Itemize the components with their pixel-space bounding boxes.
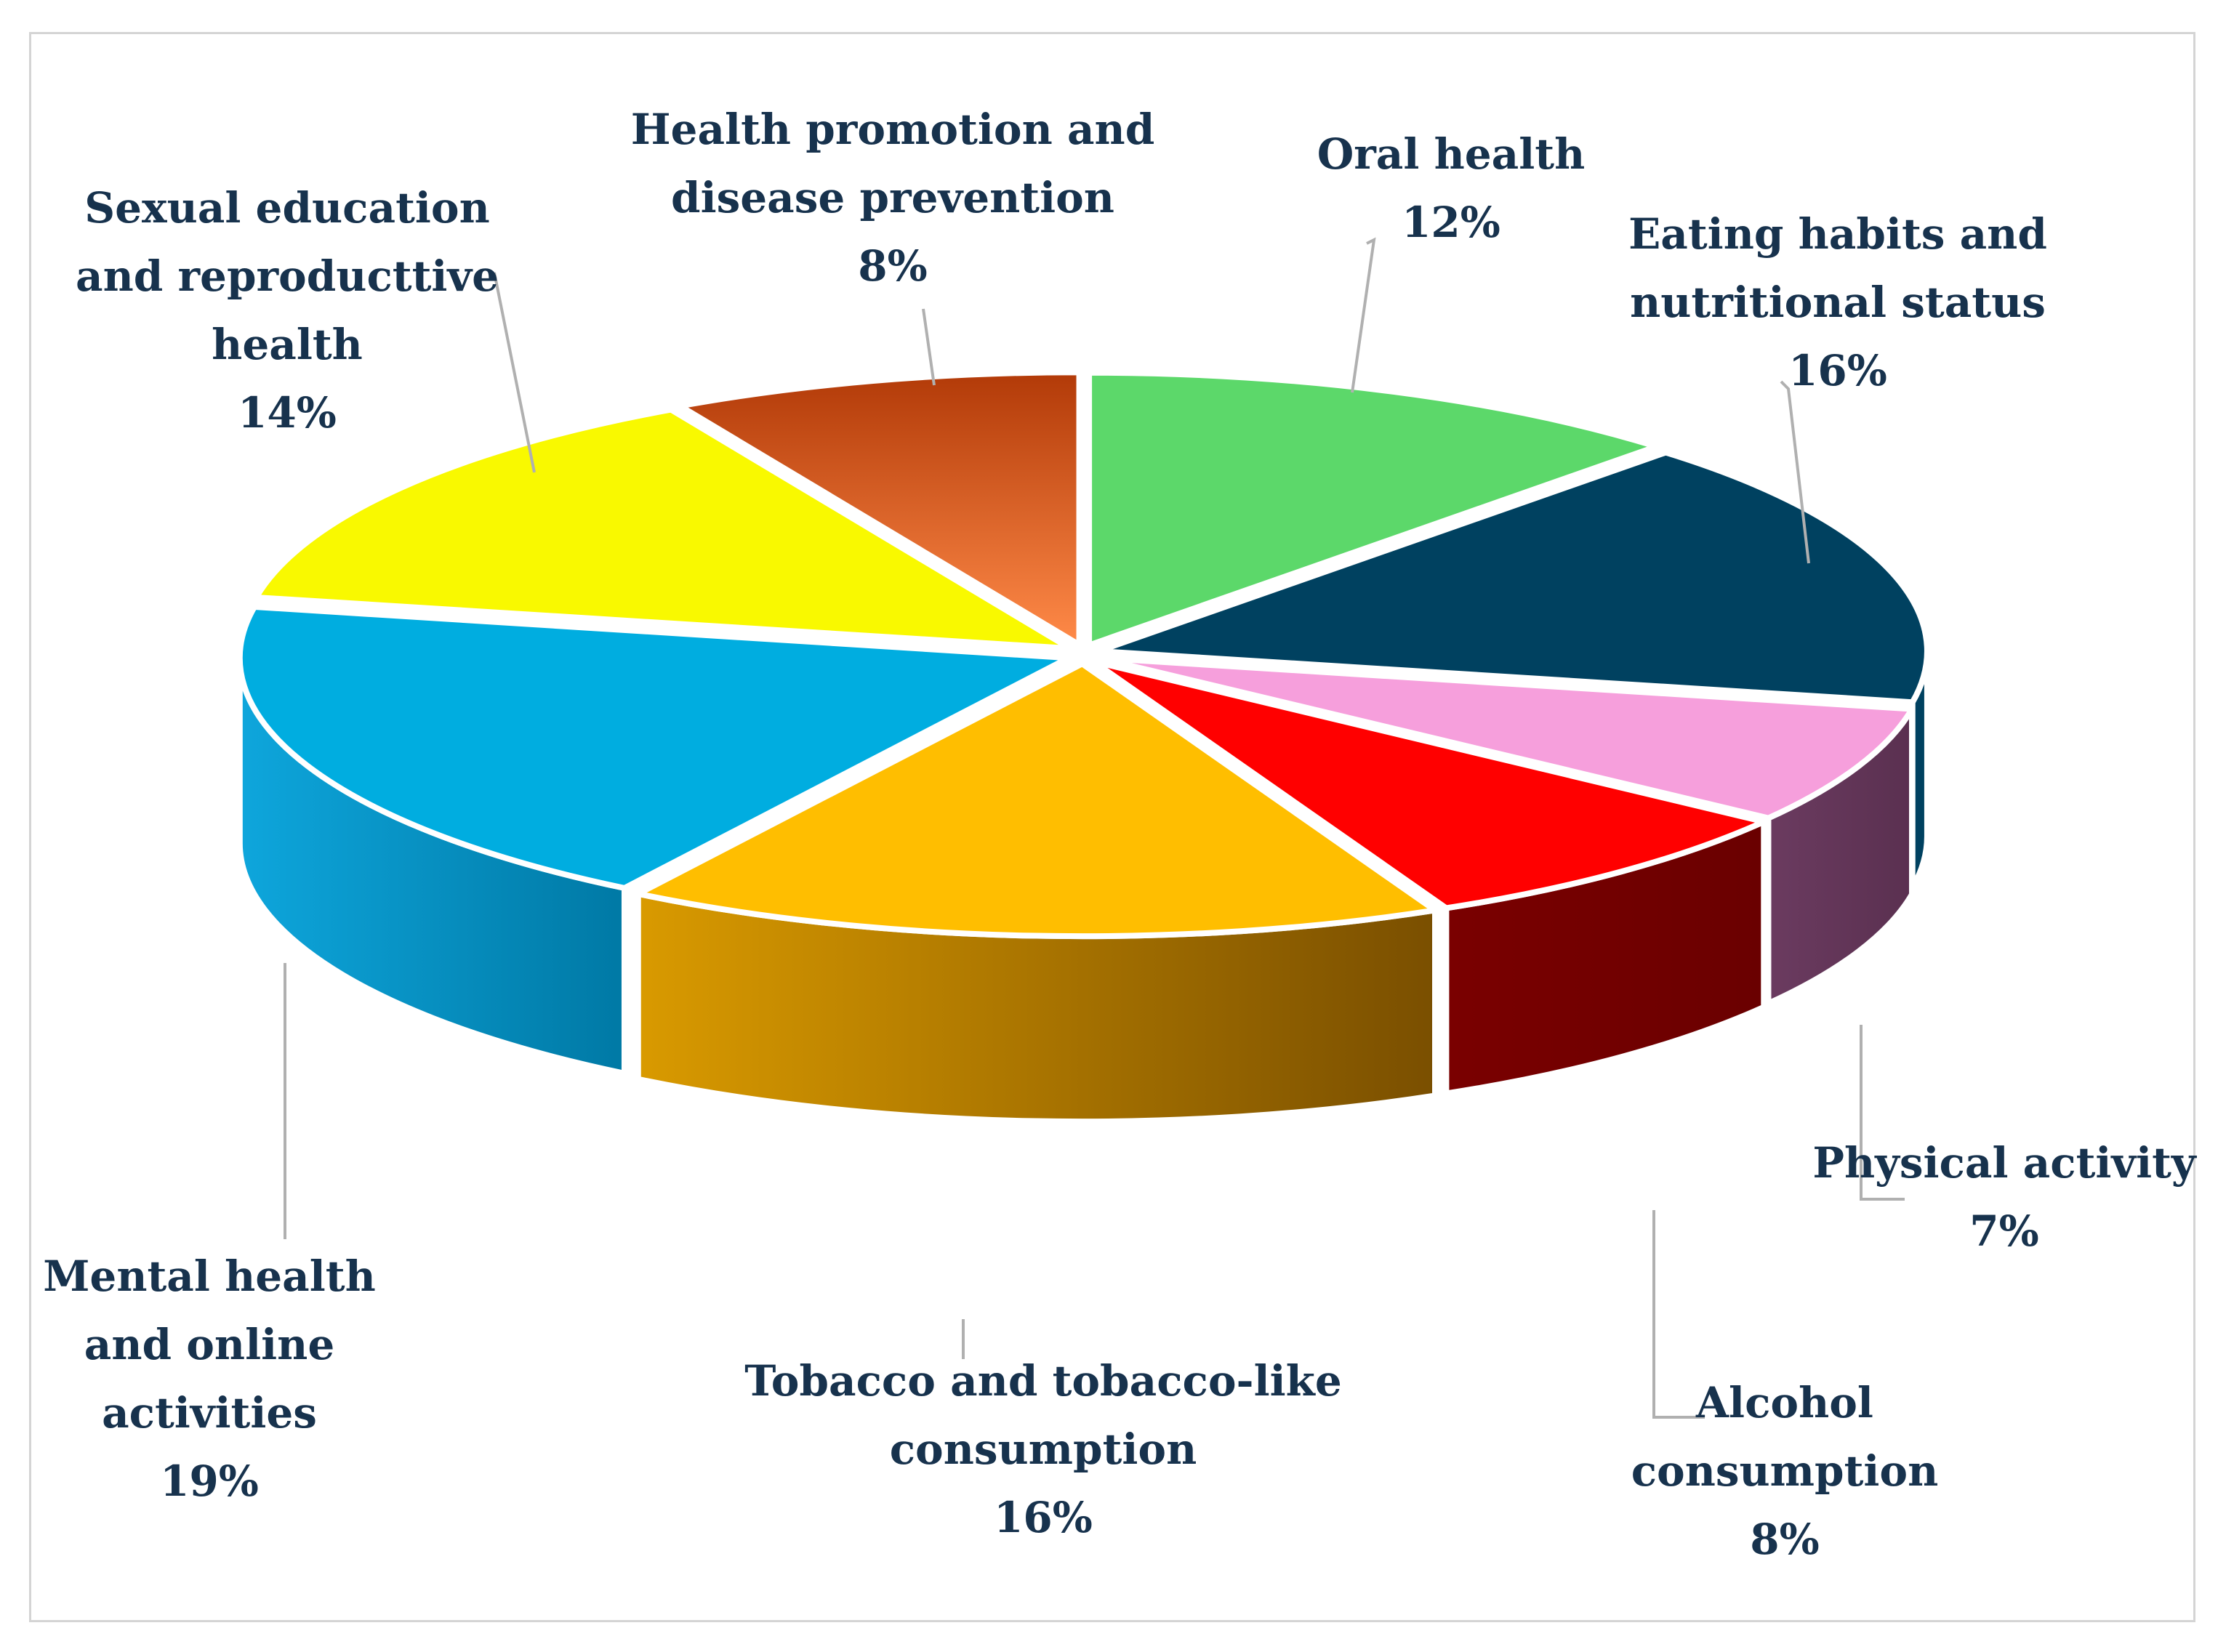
leader-line-health-promotion xyxy=(922,308,936,386)
data-label-text: consumption xyxy=(1631,1446,1939,1496)
data-label-text: activities xyxy=(102,1388,317,1438)
data-label-text: Mental health xyxy=(43,1252,376,1301)
data-label-text: consumption xyxy=(890,1425,1197,1474)
data-label-text: Tobacco and tobacco-like xyxy=(744,1356,1342,1406)
data-label-text: and reproducttive xyxy=(76,251,499,301)
data-label-value: 16% xyxy=(1788,346,1887,395)
data-label-value: 8% xyxy=(1750,1515,1819,1564)
data-label-text: Oral health xyxy=(1317,129,1586,179)
data-label-value: 7% xyxy=(1969,1206,2038,1256)
slice-mental-health-and-online-activities xyxy=(236,603,1072,891)
data-label-oral-health: Oral health 12% xyxy=(1317,129,1586,247)
leader-line-sexual-education xyxy=(493,272,536,473)
data-label-physical-activity: Physical activity 7% xyxy=(1812,1138,2198,1256)
data-label-value: 19% xyxy=(160,1456,259,1506)
data-label-value: 8% xyxy=(858,241,927,291)
data-label-text: nutritional status xyxy=(1630,278,2046,327)
data-label-value: 16% xyxy=(994,1493,1093,1542)
leader-line-eating-habits xyxy=(1780,380,1810,564)
slice-physical-activity xyxy=(1095,655,1915,821)
data-label-text: disease prevention xyxy=(671,173,1114,222)
data-label-text: Alcohol xyxy=(1695,1378,1873,1427)
slice-oral-health xyxy=(1086,369,1660,648)
data-label-value: 14% xyxy=(238,388,337,438)
data-label-text: health xyxy=(212,320,363,369)
data-label-text: Physical activity xyxy=(1812,1138,2198,1188)
data-label-tobacco: Tobacco and tobacco-like consumption 16% xyxy=(744,1356,1342,1542)
slice-eating-habits-and-nutritional-status xyxy=(1095,449,1930,706)
leader-line-physical-activity xyxy=(1860,1025,1905,1201)
leader-line-oral-health xyxy=(1351,237,1376,393)
slice-health-promotion-and-disease-prevention xyxy=(677,369,1082,648)
data-label-text: Eating habits and xyxy=(1628,209,2047,259)
data-label-eating-habits: Eating habits and nutritional status 16% xyxy=(1628,209,2047,395)
data-label-text: Sexual education xyxy=(84,183,490,233)
data-label-sexual-education: Sexual education and reproducttive health 1… xyxy=(76,183,499,438)
data-label-health-promotion: Health promotion and disease prevention 8% xyxy=(631,105,1155,291)
data-label-alcohol: Alcohol consumption 8% xyxy=(1631,1378,1939,1564)
leader-line-alcohol xyxy=(1652,1210,1705,1419)
slice-alcohol-consumption xyxy=(1090,658,1767,911)
slice-sexual-education-and-reproducttive-health xyxy=(253,406,1074,652)
data-label-mental-health: Mental health and online activities 19% xyxy=(43,1252,376,1506)
data-label-value: 12% xyxy=(1402,198,1500,247)
slice-tobacco-and-tobacco-like-consumption xyxy=(635,661,1439,940)
data-label-text: Health promotion and xyxy=(631,105,1155,154)
data-label-text: and online xyxy=(84,1320,335,1369)
